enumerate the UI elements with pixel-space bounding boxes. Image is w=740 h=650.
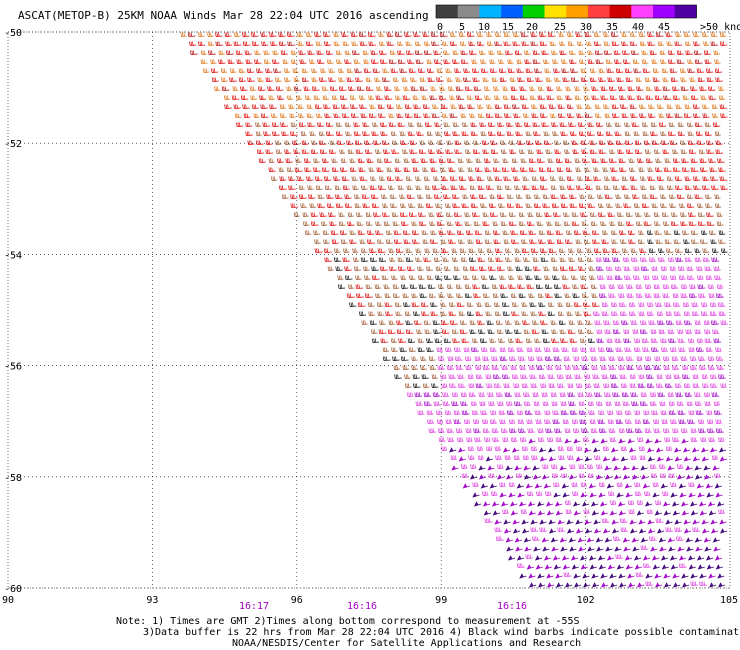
colorbar-swatch [631,5,654,18]
wind-speed-colorbar: 0 5 10 15 20 25 30 35 40 45 >50 knots [435,4,740,33]
wind-barbs-layer [180,32,728,588]
colorbar-swatch [544,5,567,18]
colorbar-swatch [653,5,676,18]
footer-credit: NOAA/NESDIS/Center for Satellite Applica… [232,638,582,649]
colorbar-swatch [609,5,632,18]
lon-label: 93 [146,595,158,606]
colorbar-label: 5 [459,22,465,33]
wind-barb-group [414,257,727,588]
lat-label: -54 [4,250,22,261]
lat-label: -60 [4,584,22,595]
lat-label: -58 [4,473,22,484]
colorbar-swatch [436,5,459,18]
lat-label: -50 [4,28,22,39]
lon-label: 102 [577,595,595,606]
colorbar-swatch [587,5,610,18]
lon-label: 105 [720,595,738,606]
wind-barb-group [255,122,726,388]
colorbar-label: 15 [502,22,514,33]
colorbar-label: 45 [658,22,670,33]
lon-label: 90 [2,595,14,606]
colorbar-swatch [479,5,502,18]
longitude-labels: 90 93 96 99 102 105 [2,595,738,606]
colorbar-label: 20 [526,22,538,33]
lat-label: -56 [4,362,22,373]
footer-note-2: 3)Data buffer is 22 hrs from Mar 28 22:0… [143,627,740,638]
colorbar-swatch [566,5,589,18]
wind-barb-group [406,257,728,586]
colorbar-label: 40 [632,22,644,33]
time-labels: 16:17 16:16 16:16 [239,601,527,612]
map-title: ASCAT(METOP-B) 25KM NOAA Winds Mar 28 22… [18,9,429,22]
wind-barb-group [334,230,728,388]
colorbar-swatch [457,5,480,18]
footer-note-1: Note: 1) Times are GMT 2)Times along bot… [116,616,580,627]
colorbar-label: 30 [580,22,592,33]
wind-barb-group [187,32,719,118]
latitude-labels: -50 -52 -54 -56 -58 -60 [4,28,22,595]
lon-label: 96 [291,595,303,606]
map-frame [7,31,731,589]
colorbar-label: 35 [606,22,618,33]
colorbar-label: 10 [478,22,490,33]
pass-time-label: 16:16 [347,601,377,612]
lon-label: 99 [435,595,447,606]
lat-label: -52 [4,139,22,150]
colorbar-swatch [522,5,545,18]
pass-time-label: 16:17 [239,601,269,612]
colorbar-label: 25 [554,22,566,33]
colorbar-swatch [501,5,524,18]
wind-barb-group [448,447,728,588]
wind-barb-group [189,32,728,343]
colorbar-swatch [674,5,697,18]
colorbar-label: >50 knots [700,22,740,33]
colorbar-label: 0 [437,22,443,33]
wind-barb-group [180,32,727,118]
pass-time-label: 16:16 [497,601,527,612]
